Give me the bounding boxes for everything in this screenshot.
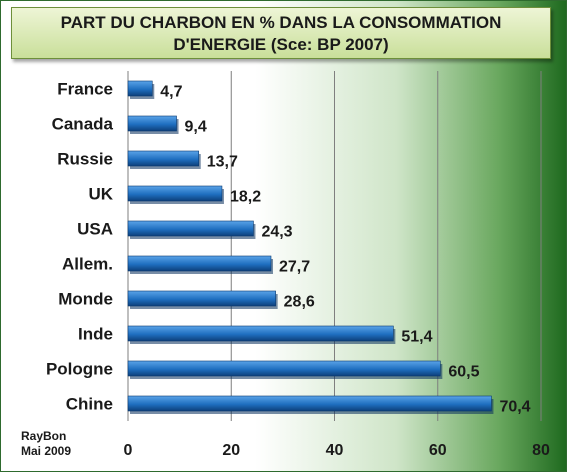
data-label: 4,7: [160, 84, 182, 101]
data-label: 28,6: [284, 294, 315, 311]
bar: [127, 395, 492, 412]
data-label: 27,7: [279, 259, 310, 276]
author-date: Mai 2009: [21, 444, 72, 458]
category-label: Allem.: [62, 255, 113, 274]
x-axis-ticks: 0 20 40 60 80: [124, 442, 550, 459]
category-labels: France Canada Russie UK USA Allem. Monde Inde Po…: [46, 80, 114, 414]
data-label: 13,7: [207, 154, 238, 171]
x-tick-label: 0: [124, 442, 133, 459]
bar: [127, 185, 223, 202]
x-tick-label: 60: [429, 442, 447, 459]
bar: [127, 220, 254, 237]
data-label: 60,5: [448, 364, 479, 381]
author-name: RayBon: [21, 429, 67, 443]
bar: [127, 150, 200, 167]
category-label: Inde: [78, 325, 113, 344]
bar: [127, 290, 276, 307]
data-label: 24,3: [261, 224, 292, 241]
title-box: PART DU CHARBON EN % DANS LA CONSOMMATIO…: [11, 7, 551, 59]
bar: [127, 325, 394, 342]
category-label: Pologne: [46, 360, 113, 379]
category-label: Russie: [57, 150, 113, 169]
x-tick-label: 20: [222, 442, 240, 459]
bar: [127, 80, 153, 97]
data-label: 9,4: [185, 119, 207, 136]
category-label: Chine: [66, 395, 113, 414]
category-label: Monde: [58, 290, 113, 309]
bar: [127, 255, 272, 272]
category-label: France: [57, 80, 113, 99]
x-tick-label: 40: [326, 442, 344, 459]
x-tick-label: 80: [532, 442, 550, 459]
bars: [127, 80, 494, 414]
value-labels: 4,7 9,4 13,7 18,2 24,3 27,7 28,6 51,4 60,5 70,4: [160, 84, 530, 416]
data-label: 18,2: [230, 189, 261, 206]
chart-title-line-1: PART DU CHARBON EN % DANS LA CONSOMMATIO…: [60, 13, 502, 32]
bar: [127, 115, 177, 132]
category-label: Canada: [52, 115, 114, 134]
data-label: 70,4: [499, 399, 530, 416]
bar: [127, 360, 441, 377]
data-label: 51,4: [401, 329, 432, 346]
category-label: USA: [77, 220, 113, 239]
category-label: UK: [88, 185, 113, 204]
chart-title-line-2: D'ENERGIE (Sce: BP 2007): [173, 35, 389, 54]
author-credit: RayBon Mai 2009: [21, 429, 71, 459]
